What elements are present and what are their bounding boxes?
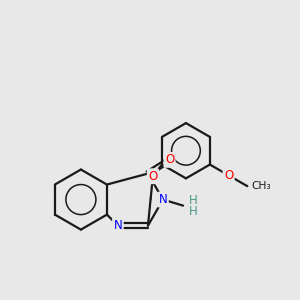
Text: H: H [188,205,197,218]
Text: N: N [113,219,122,232]
Text: N: N [159,193,167,206]
Text: O: O [224,169,233,182]
Text: O: O [165,153,174,167]
Text: CH₃: CH₃ [251,181,271,191]
Text: H: H [188,194,197,207]
Text: O: O [148,170,158,183]
